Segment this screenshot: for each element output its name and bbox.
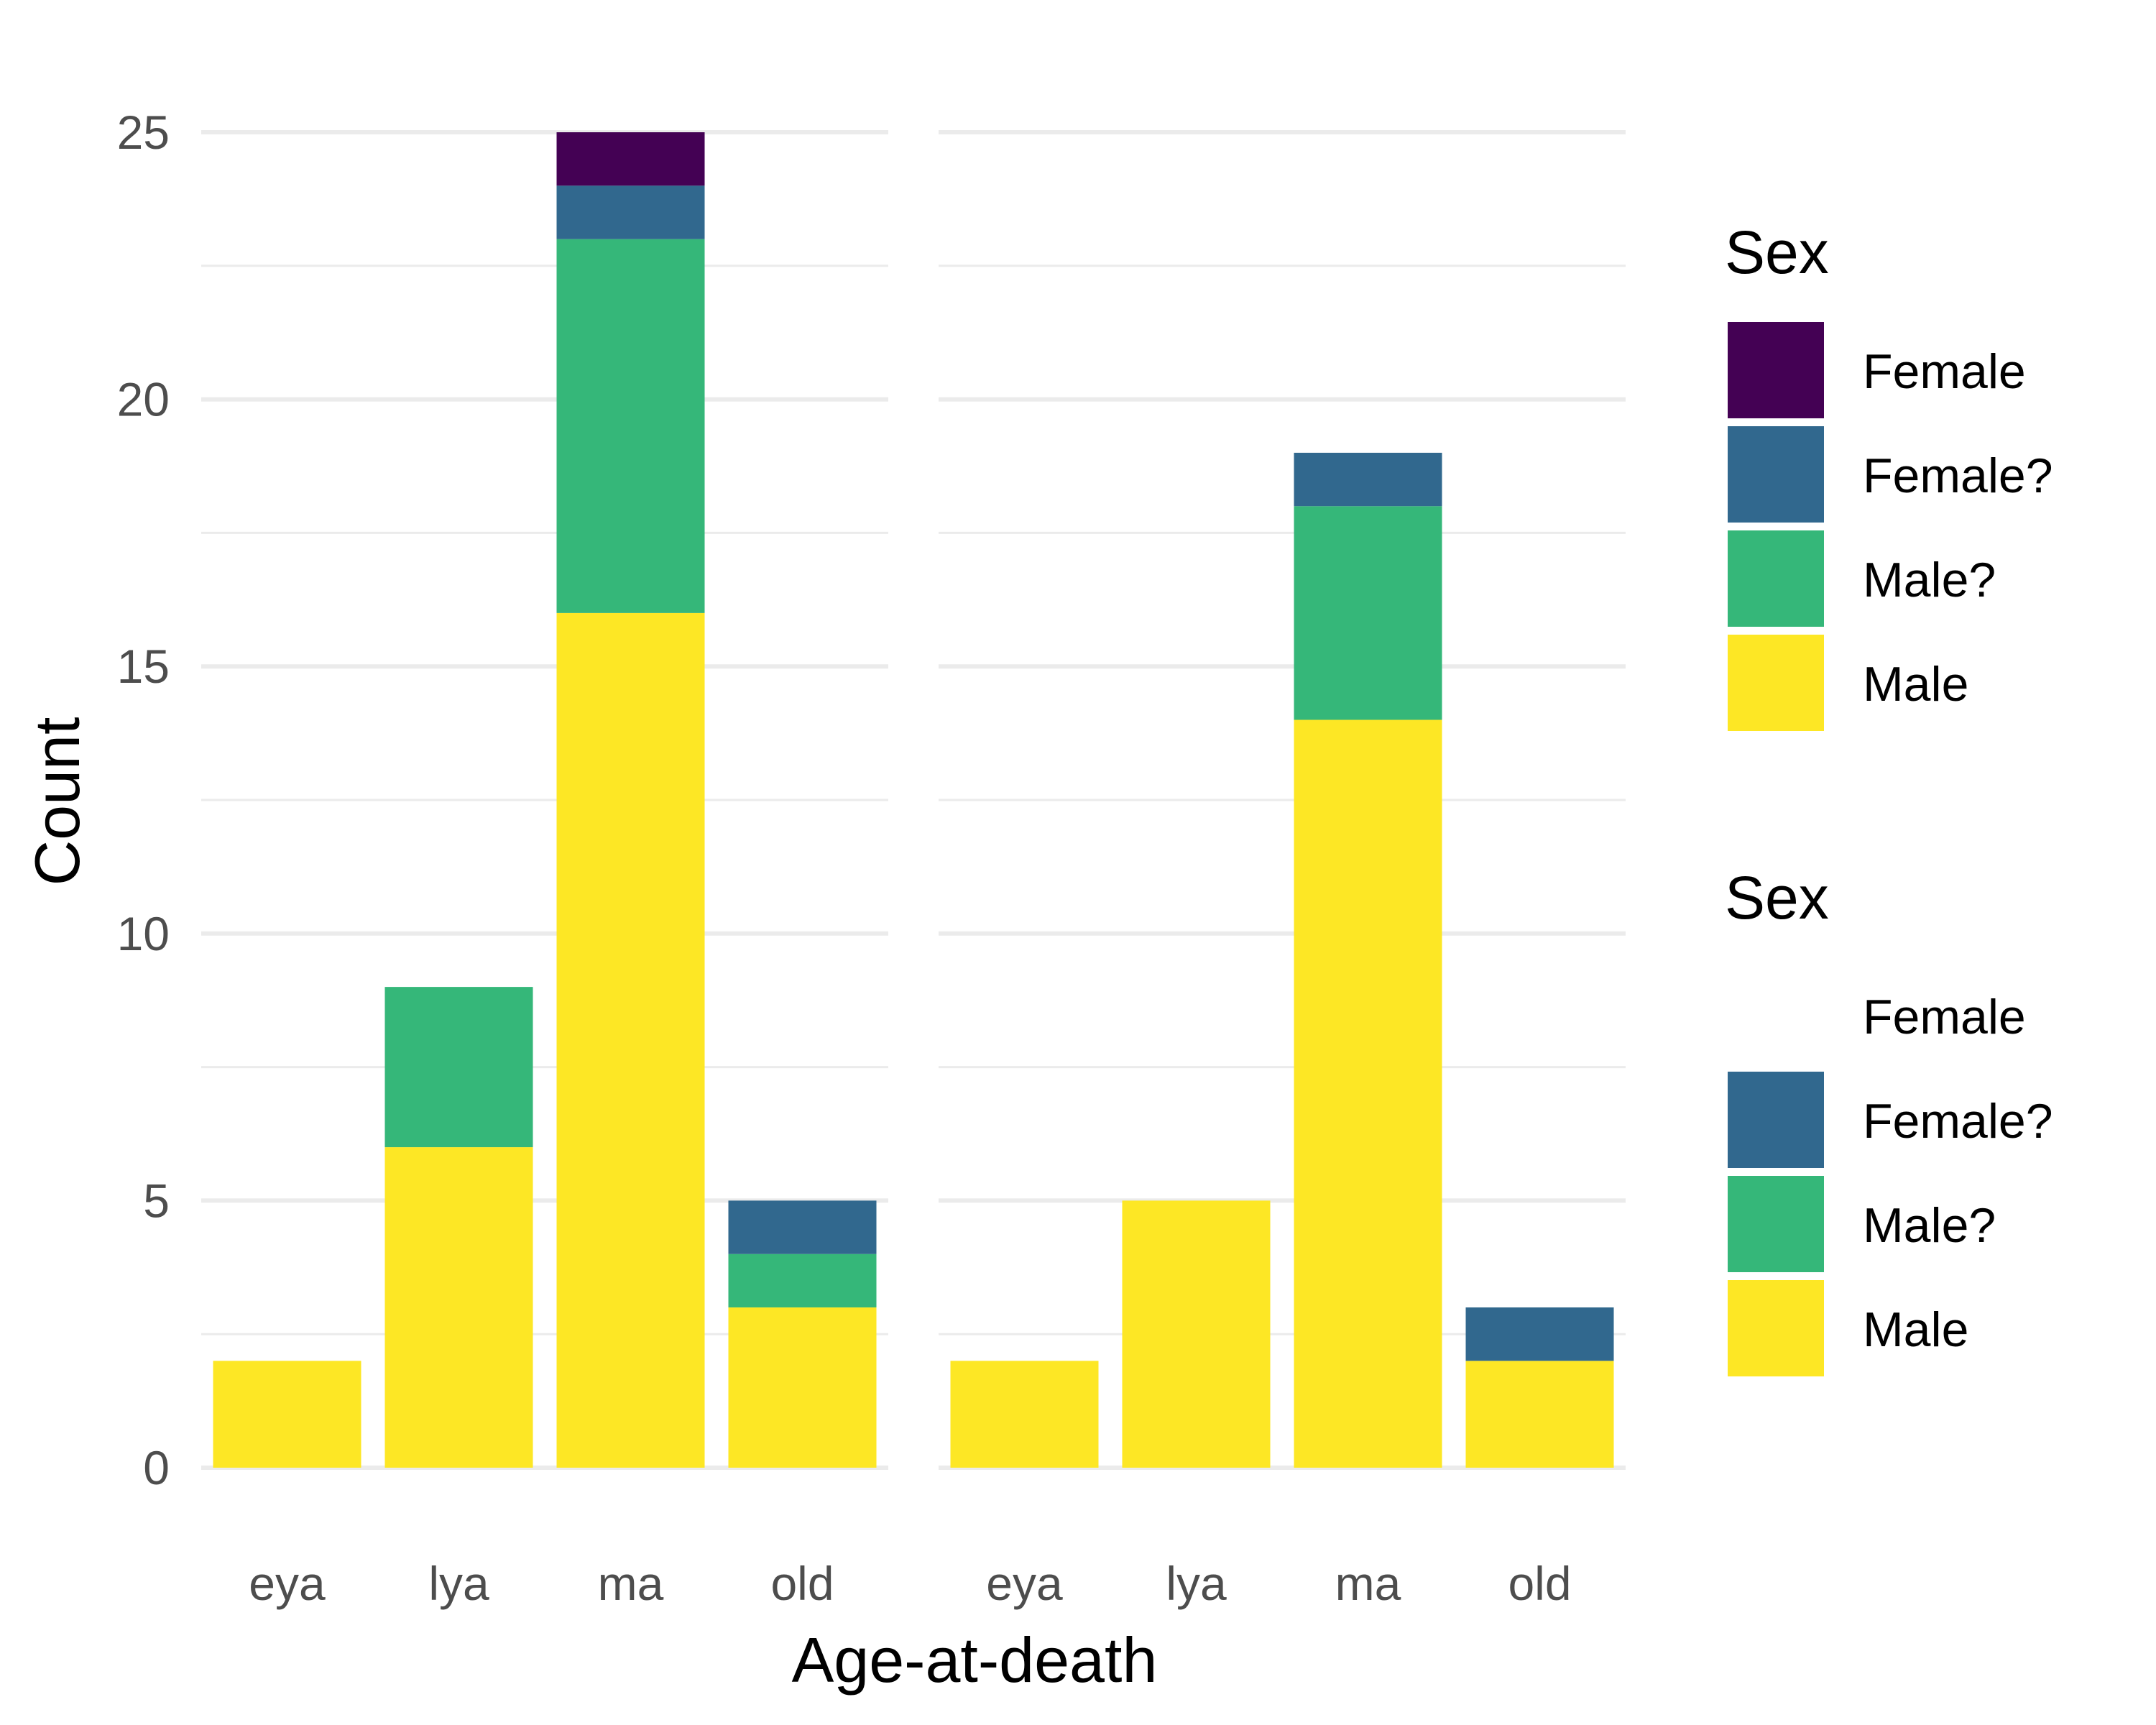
- bar-segment-panel-1-old-male-q: [728, 1254, 877, 1308]
- bar-segment-panel-2-lya-male: [1122, 1200, 1271, 1468]
- bar-segment-panel-2-old-female-q: [1465, 1307, 1614, 1361]
- legend-label-2: Male: [1863, 1302, 1968, 1357]
- legend-label-1: Female?: [1863, 448, 2053, 503]
- bars: [213, 132, 1614, 1468]
- x-tick-label-panel-2: lya: [1166, 1557, 1227, 1610]
- bar-segment-panel-1-ma-female-q: [556, 185, 705, 239]
- bar-segment-panel-1-ma-female: [556, 132, 705, 186]
- bar-segment-panel-2-old-male: [1465, 1361, 1614, 1468]
- x-tick-label-panel-1: ma: [598, 1557, 664, 1610]
- x-tick-label-panel-1: old: [770, 1557, 834, 1610]
- x-tick-label-panel-2: old: [1508, 1557, 1571, 1610]
- x-tick-label-panel-2: ma: [1335, 1557, 1401, 1610]
- legend-key-1-male: [1728, 635, 1824, 731]
- bar-segment-panel-2-ma-male-q: [1294, 506, 1442, 720]
- bar-segment-panel-1-eya-male: [213, 1361, 361, 1468]
- y-tick-label: 10: [117, 907, 170, 960]
- bar-segment-panel-1-lya-male: [384, 1147, 533, 1468]
- legend-key-2-female-q: [1728, 1072, 1824, 1168]
- bar-segment-panel-1-ma-male: [556, 612, 705, 1468]
- x-tick-label-panel-1: eya: [249, 1557, 326, 1610]
- y-axis-title: Count: [22, 717, 93, 886]
- legend-label-1: Female: [1863, 344, 2026, 399]
- x-tick-label-panel-2: eya: [986, 1557, 1063, 1610]
- x-axis-title: Age-at-death: [792, 1624, 1158, 1696]
- legend-key-1-female-q: [1728, 426, 1824, 523]
- x-tick-labels: eya lya ma old eya lya ma old: [249, 1557, 1571, 1610]
- y-tick-label: 20: [117, 373, 170, 426]
- bar-segment-panel-1-ma-male-q: [556, 239, 705, 613]
- legend-title-2: Sex: [1725, 864, 1829, 932]
- y-tick-labels: 0 5 10 15 20 25: [117, 106, 170, 1494]
- y-tick-label: 15: [117, 640, 170, 693]
- bar-segment-panel-1-old-female-q: [728, 1200, 877, 1254]
- bar-segment-panel-2-ma-female-q: [1294, 452, 1442, 507]
- bar-segment-panel-1-lya-male-q: [384, 987, 533, 1148]
- legend-label-2: Female: [1863, 990, 2026, 1044]
- y-tick-label: 0: [143, 1441, 170, 1494]
- legend-label-1: Male?: [1863, 553, 1996, 607]
- legend-label-1: Male: [1863, 657, 1968, 712]
- x-tick-label-panel-1: lya: [428, 1557, 489, 1610]
- legend-label-2: Male?: [1863, 1198, 1996, 1253]
- bar-segment-panel-2-ma-male: [1294, 719, 1442, 1468]
- bar-segment-panel-1-old-male: [728, 1307, 877, 1468]
- bar-segment-panel-2-eya-male: [950, 1361, 1099, 1468]
- legend-label-2: Female?: [1863, 1094, 2053, 1149]
- y-tick-label: 5: [143, 1174, 170, 1227]
- legend-title-1: Sex: [1725, 218, 1829, 286]
- legend-key-1-female: [1728, 322, 1824, 418]
- legend-key-2-male: [1728, 1280, 1824, 1376]
- legend-key-1-male-q: [1728, 530, 1824, 627]
- legends: Sex Female Female? Male? Male Sex Female Female…: [1725, 218, 2053, 1376]
- y-tick-label: 25: [117, 106, 170, 159]
- legend-key-2-male-q: [1728, 1176, 1824, 1272]
